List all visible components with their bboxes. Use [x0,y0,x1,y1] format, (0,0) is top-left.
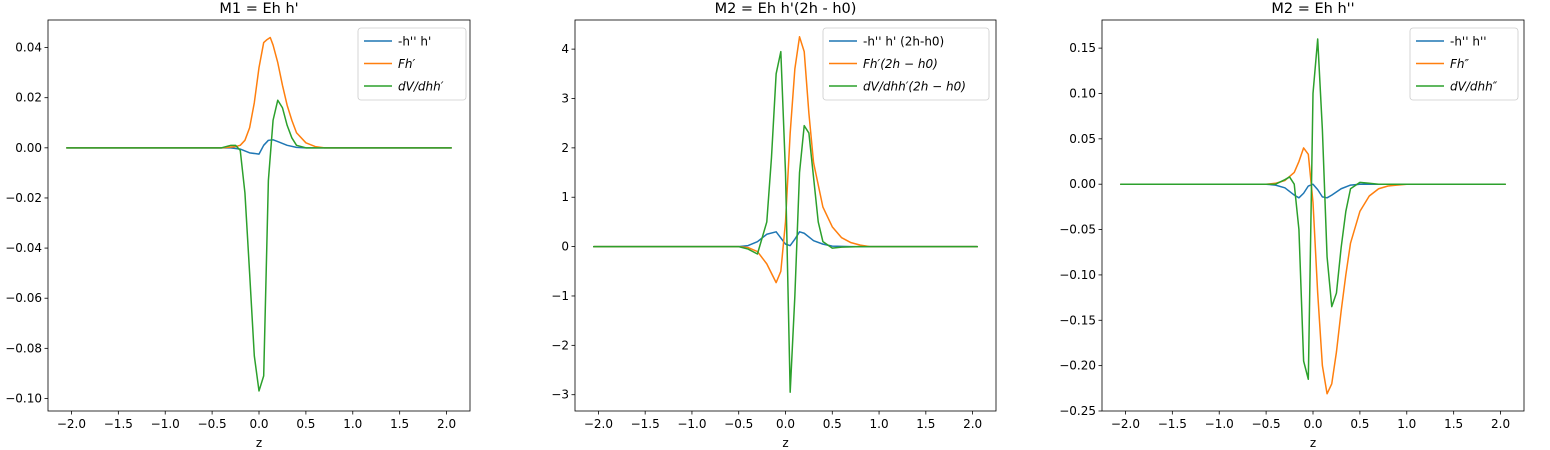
y-tick-label: −0.25 [1059,404,1096,418]
x-tick-label: −0.5 [198,417,227,431]
y-tick-label: 3 [561,91,569,105]
x-tick-label: −1.0 [151,417,180,431]
legend-entry: -h'' h' [398,35,431,49]
x-tick-label: 1.5 [1444,417,1463,431]
y-tick-label: 0.10 [1069,86,1096,100]
legend: -h'' h' (2h-h0) Fh′(2h − h0) dV/dhh′(2h − … [822,27,990,101]
series-group [592,36,979,393]
x-tick-label: 0.5 [823,417,842,431]
legend-box [1409,27,1519,101]
x-tick-label: −2.0 [57,417,86,431]
series-line-3 [592,50,979,393]
x-tick-label: −1.5 [104,417,133,431]
legend: -h'' h'' Fh″ dV/dhh″ [1409,27,1519,101]
y-tick-label: −2 [551,338,569,352]
y-tick-label: −0.10 [5,391,42,405]
y-tick-label: −0.06 [5,291,42,305]
x-tick-label: −1.5 [1158,417,1187,431]
legend-entry: Fh′(2h − h0) [863,57,938,71]
y-tick-label: −0.04 [5,241,42,255]
x-tick-label: 0.5 [296,417,315,431]
legend-box [822,27,990,101]
chart-title: M2 = Eh h'(2h - h0) [715,1,857,17]
x-tick-label: 1.0 [343,417,362,431]
legend-entry: -h'' h'' [1450,35,1487,49]
x-axis-label: z [256,436,262,450]
legend-entry: Fh″ [1450,57,1470,71]
legend-entry: Fh′ [398,57,416,71]
series-line-2 [592,36,979,284]
y-tick-label: −0.05 [1059,223,1096,237]
y-tick-label: 2 [561,141,569,155]
y-tick-label: 0.04 [15,41,42,55]
subplot-2: −2.0 −1.5 −1.0 −0.5 0.0 0.5 1.0 1.5 2.0 −3 −2 −1 0 1 2… [551,1,997,450]
x-tick-label: −1.0 [1205,417,1234,431]
legend: -h'' h' Fh′ dV/dhh′ [357,27,467,101]
x-tick-label: −1.0 [677,417,706,431]
series-line-3 [1120,38,1506,380]
x-tick-label: 1.0 [1397,417,1416,431]
y-tick-label: 0.15 [1069,41,1096,55]
x-tick-label: 2.0 [963,417,982,431]
y-tick-label: 0 [561,240,569,254]
x-tick-label: 0.0 [249,417,268,431]
y-tick-label: −0.15 [1059,313,1096,327]
chart-title: M1 = Eh h' [219,1,298,17]
y-tick-label: −1 [551,289,569,303]
x-tick-label: −2.0 [584,417,613,431]
y-tick-label: 1 [561,190,569,204]
subplot-1: −2.0 −1.5 −1.0 −0.5 0.0 0.5 1.0 1.5 2.0 −0.10 −0.0… [5,1,471,450]
y-tick-label: 0.02 [15,91,42,105]
series-group [1120,38,1506,395]
y-tick-label: 0.00 [1069,177,1096,191]
series-group [66,36,452,392]
y-tick-label: −0.10 [1059,268,1096,282]
x-tick-label: −0.5 [724,417,753,431]
y-tick-label: 0.00 [15,141,42,155]
x-tick-label: −1.5 [631,417,660,431]
series-line-3 [66,99,452,392]
x-tick-label: 2.0 [1491,417,1510,431]
x-tick-label: 0.0 [1303,417,1322,431]
y-tick-label: −0.20 [1059,359,1096,373]
legend-entry: dV/dhh′ [398,80,444,94]
series-line-1 [592,231,979,248]
x-tick-label: 0.5 [1350,417,1369,431]
x-tick-label: −0.5 [1252,417,1281,431]
x-tick-label: −2.0 [1111,417,1140,431]
y-tick-label: 4 [561,42,569,56]
legend-entry: dV/dhh′(2h − h0) [863,80,966,94]
series-line-1 [1120,183,1506,199]
legend-box [357,27,467,101]
x-tick-label: 2.0 [437,417,456,431]
legend-entry: dV/dhh″ [1450,80,1498,94]
subplot-3: −2.0 −1.5 −1.0 −0.5 0.0 0.5 1.0 1.5 2.0 −0.25 −0.2… [1059,1,1525,450]
y-tick-label: −0.08 [5,341,42,355]
series-line-1 [66,139,452,155]
chart-title: M2 = Eh h'' [1271,1,1354,17]
y-tick-label: −3 [551,388,569,402]
y-tick-label: 0.05 [1069,132,1096,146]
x-tick-label: 0.0 [776,417,795,431]
legend-entry: -h'' h' (2h-h0) [863,35,944,49]
series-line-2 [66,36,452,149]
x-axis-label: z [782,436,788,450]
x-tick-label: 1.5 [390,417,409,431]
series-line-2 [1120,147,1506,395]
x-tick-label: 1.5 [916,417,935,431]
x-tick-label: 1.0 [870,417,889,431]
y-tick-label: −0.02 [5,191,42,205]
x-axis-label: z [1310,436,1316,450]
